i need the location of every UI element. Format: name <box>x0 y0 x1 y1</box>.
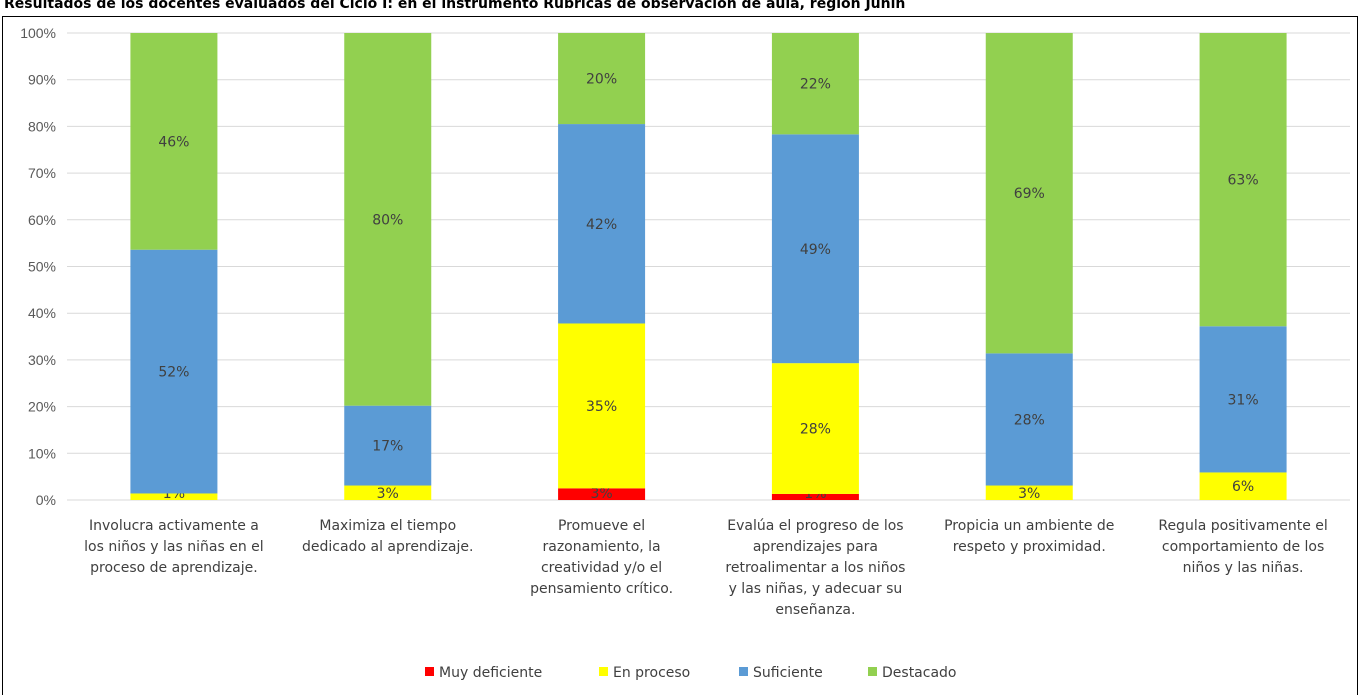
x-category-label: Evalúa el progreso de los <box>727 518 903 534</box>
bar-segment <box>985 33 1073 354</box>
y-tick-label: 30% <box>28 352 56 368</box>
chart-frame <box>2 16 1358 695</box>
y-tick-label: 70% <box>28 165 56 181</box>
x-category-label: enseñanza. <box>775 602 855 618</box>
y-tick-label: 100% <box>20 25 56 41</box>
legend-swatch <box>599 667 608 676</box>
bar-segment <box>985 485 1073 500</box>
x-category-label: Propicia un ambiente de <box>944 518 1114 534</box>
legend-label: Destacado <box>882 665 956 681</box>
x-category-label: pensamiento crítico. <box>530 581 673 597</box>
bar-segment <box>558 323 646 489</box>
y-tick-label: 10% <box>28 445 56 461</box>
bar-segment <box>130 249 218 494</box>
chart-title: Resultados de los docentes evaluados del… <box>4 0 906 12</box>
bar-segment <box>344 33 432 406</box>
x-category-label: Regula positivamente el <box>1158 518 1327 534</box>
data-label: 20% <box>586 72 617 88</box>
data-label: 6% <box>1232 479 1254 495</box>
x-category-label: y las niñas, y adecuar su <box>729 581 903 597</box>
x-category-label: creatividad y/o el <box>541 560 662 576</box>
data-label: 46% <box>158 134 189 150</box>
bar-segment <box>985 353 1073 486</box>
bar-segment <box>1199 326 1287 473</box>
legend-swatch <box>425 667 434 676</box>
legend-label: Suficiente <box>753 665 823 681</box>
y-tick-label: 50% <box>28 259 56 275</box>
data-label: 28% <box>1014 412 1045 428</box>
data-label: 3% <box>590 486 612 502</box>
bar-segment <box>1199 33 1287 327</box>
x-category-label: razonamiento, la <box>543 539 661 555</box>
bar-segment <box>558 33 646 125</box>
y-tick-label: 90% <box>28 72 56 88</box>
x-category-label: dedicado al aprendizaje. <box>302 539 473 555</box>
y-tick-label: 20% <box>28 399 56 415</box>
x-category-label: retroalimentar a los niños <box>725 560 905 576</box>
data-label: 35% <box>586 399 617 415</box>
x-category-label: Promueve el <box>558 518 645 534</box>
y-tick-label: 60% <box>28 212 56 228</box>
y-tick-label: 80% <box>28 118 56 134</box>
bar-segment <box>771 493 859 500</box>
x-category-label: respeto y proximidad. <box>953 539 1106 555</box>
data-label: 31% <box>1228 392 1259 408</box>
data-label: 28% <box>800 422 831 438</box>
bar-segment <box>558 124 646 324</box>
data-label: 3% <box>377 486 399 502</box>
legend-label: En proceso <box>613 665 690 681</box>
data-label: 52% <box>158 365 189 381</box>
bar-segment <box>771 363 859 494</box>
x-category-label: niños y las niñas. <box>1183 560 1304 576</box>
bar-segment <box>558 488 646 500</box>
x-category-label: comportamiento de los <box>1162 539 1324 555</box>
bar-segment <box>344 405 432 486</box>
bar-segment <box>1199 472 1287 500</box>
data-label: 63% <box>1228 173 1259 189</box>
legend-swatch <box>739 667 748 676</box>
data-label: 80% <box>372 212 403 228</box>
bar-segment <box>771 134 859 364</box>
bar-segment <box>771 33 859 135</box>
bar-segment <box>130 493 218 500</box>
x-category-label: Involucra activamente a <box>89 518 259 534</box>
data-label: 69% <box>1014 186 1045 202</box>
x-category-label: proceso de aprendizaje. <box>90 560 258 576</box>
x-category-label: Maximiza el tiempo <box>319 518 456 534</box>
data-label: 3% <box>1018 486 1040 502</box>
x-category-label: los niños y las niñas en el <box>84 539 264 555</box>
y-tick-label: 40% <box>28 305 56 321</box>
x-category-label: aprendizajes para <box>753 539 878 555</box>
data-label: 42% <box>586 217 617 233</box>
bar-segment <box>130 33 218 250</box>
data-label: 17% <box>372 439 403 455</box>
data-label: 49% <box>800 242 831 258</box>
data-label: 22% <box>800 77 831 93</box>
legend-swatch <box>868 667 877 676</box>
legend-label: Muy deficiente <box>439 665 542 681</box>
y-tick-label: 0% <box>36 492 56 508</box>
bar-segment <box>344 485 432 500</box>
